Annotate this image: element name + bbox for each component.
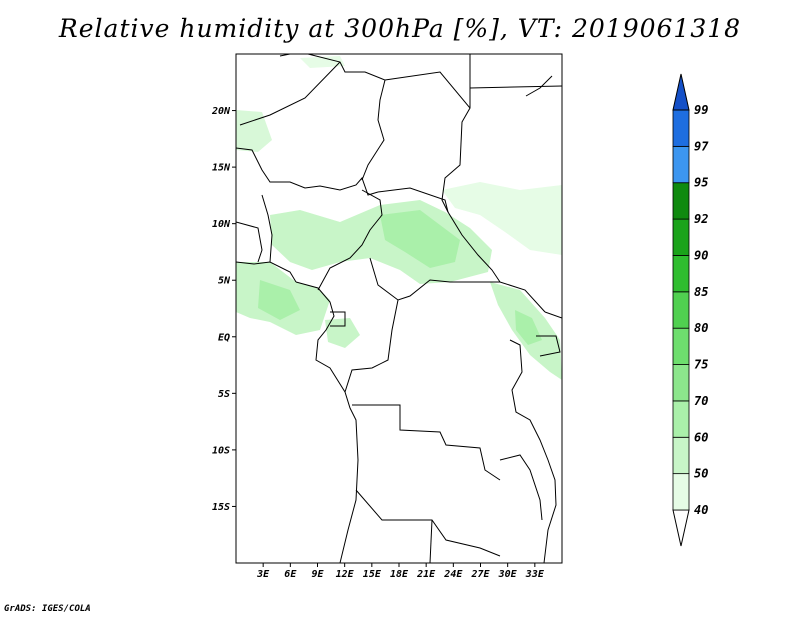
border-line [509, 339, 557, 563]
border-line [369, 257, 546, 313]
border-line [344, 299, 399, 393]
colorbar-segment [672, 473, 690, 511]
border-line [544, 311, 562, 319]
country-borders [236, 54, 562, 563]
colorbar-bottom-triangle [672, 509, 690, 547]
border-line [536, 335, 561, 357]
border-line [469, 85, 562, 89]
humidity-region-band-core [380, 210, 460, 268]
colorbar-segment [672, 145, 690, 184]
colorbar-segment [672, 218, 690, 256]
colorbar-level-label: 90 [694, 248, 708, 262]
border-line [499, 454, 543, 521]
colorbar-level-label: 60 [694, 430, 708, 444]
lat-tick-label: 15S [212, 502, 230, 513]
border-line [236, 221, 263, 263]
humidity-region-ne [442, 182, 562, 255]
lon-tick-label: 15E [363, 569, 382, 580]
grads-credit: GrADS: IGES/COLA [4, 604, 91, 614]
colorbar-level-label: 92 [694, 212, 708, 226]
border-line [429, 519, 433, 563]
border-line [525, 75, 553, 97]
colorbar-level-label: 99 [694, 103, 708, 117]
border-line [352, 404, 501, 481]
border-line [261, 194, 273, 263]
colorbar-level-label: 75 [694, 358, 708, 372]
colorbar-level-label: 50 [694, 467, 708, 481]
border-line [279, 54, 386, 181]
border-line [295, 281, 359, 563]
lat-tick-label: 5S [218, 389, 230, 400]
lon-tick-label: 33E [525, 569, 545, 580]
colorbar-level-label: 97 [694, 139, 709, 153]
lat-tick-label: 20N [211, 106, 231, 117]
lon-tick-label: 30E [498, 569, 518, 580]
lon-tick-label: 18E [390, 569, 409, 580]
axis-labels: 20N 15N 10N 5N EQ 5S 10S 15S 3E 6E 9E 12E 15E 18E 21E 2… [211, 106, 545, 580]
map-title: Relative humidity at 300hPa [%], VT: 201… [58, 14, 742, 43]
humidity-region-sahel [236, 110, 272, 152]
humidity-region-north [300, 56, 345, 68]
border-line [236, 147, 379, 196]
colorbar-level-label: 95 [694, 176, 708, 190]
lon-tick-label: 24E [443, 569, 463, 580]
colorbar-level-label: 80 [694, 321, 708, 335]
humidity-region-core [258, 280, 300, 320]
colorbar-segment [672, 255, 690, 293]
colorbar-segment [672, 109, 690, 147]
border-line [355, 489, 501, 557]
colorbar-segment [672, 400, 690, 438]
colorbar-segment [672, 436, 690, 475]
lon-tick-label: 27E [470, 569, 490, 580]
lat-tick-label: 5N [218, 276, 231, 287]
humidity-field [236, 56, 562, 380]
border-line [317, 189, 383, 291]
border-line [377, 187, 501, 283]
border-line [384, 71, 471, 213]
lon-tick-label: 3E [256, 569, 270, 580]
colorbar-level-label: 70 [694, 394, 708, 408]
lon-tick-label: 6E [284, 569, 297, 580]
border-line [239, 61, 341, 126]
colorbar-level-label: 40 [694, 503, 708, 517]
border-line [330, 311, 346, 327]
lon-tick-label: 21E [416, 569, 436, 580]
border-line [236, 261, 297, 283]
colorbar-segment [672, 364, 690, 402]
lat-tick-label: 10N [212, 219, 231, 230]
colorbar-segment [672, 327, 690, 365]
lat-tick-label: EQ [218, 332, 230, 343]
lat-tick-label: 10S [212, 445, 230, 456]
lon-tick-label: 12E [336, 569, 355, 580]
colorbar-segment [672, 182, 690, 220]
colorbar-legend: 40 50 60 70 75 80 85 90 92 95 97 99 [672, 73, 709, 547]
humidity-region-east-core [515, 310, 542, 345]
colorbar-top-triangle [672, 73, 690, 111]
colorbar-segment [672, 291, 690, 329]
colorbar-level-label: 85 [694, 285, 708, 299]
lon-tick-label: 9E [311, 569, 324, 580]
lat-tick-label: 15N [212, 163, 231, 174]
